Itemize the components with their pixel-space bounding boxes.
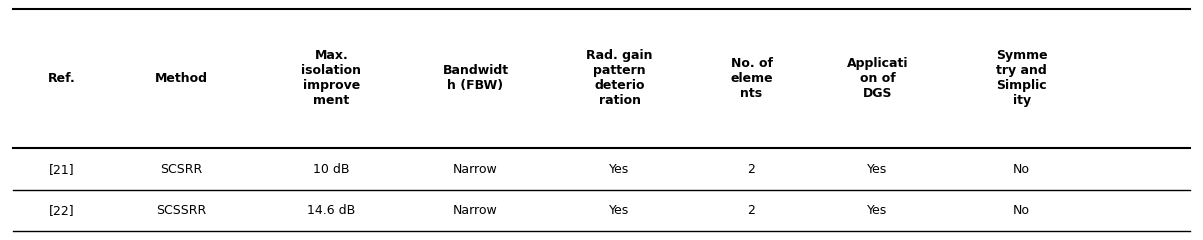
Text: Yes: Yes (610, 204, 629, 217)
Text: SCSRR: SCSRR (160, 163, 202, 176)
Text: No: No (1013, 204, 1030, 217)
Text: Yes: Yes (867, 163, 888, 176)
Text: 10 dB: 10 dB (313, 163, 350, 176)
Text: SCSSRR: SCSSRR (156, 204, 207, 217)
Text: Applicati
on of
DGS: Applicati on of DGS (847, 57, 908, 100)
Text: 14.6 dB: 14.6 dB (307, 204, 356, 217)
Text: Narrow: Narrow (454, 204, 498, 217)
Text: Bandwidt
h (FBW): Bandwidt h (FBW) (443, 65, 509, 92)
Text: Method: Method (155, 72, 208, 85)
Text: [22]: [22] (48, 204, 75, 217)
Text: Yes: Yes (867, 204, 888, 217)
Text: [21]: [21] (48, 163, 75, 176)
Text: Yes: Yes (610, 163, 629, 176)
Text: No. of
eleme
nts: No. of eleme nts (730, 57, 772, 100)
Text: 2: 2 (747, 204, 755, 217)
Text: No: No (1013, 163, 1030, 176)
Text: Symme
try and
Simplic
ity: Symme try and Simplic ity (996, 49, 1048, 108)
Text: Ref.: Ref. (48, 72, 76, 85)
Text: Narrow: Narrow (454, 163, 498, 176)
Text: Rad. gain
pattern
deterio
ration: Rad. gain pattern deterio ration (586, 49, 653, 108)
Text: 2: 2 (747, 163, 755, 176)
Text: Max.
isolation
improve
ment: Max. isolation improve ment (302, 49, 361, 108)
